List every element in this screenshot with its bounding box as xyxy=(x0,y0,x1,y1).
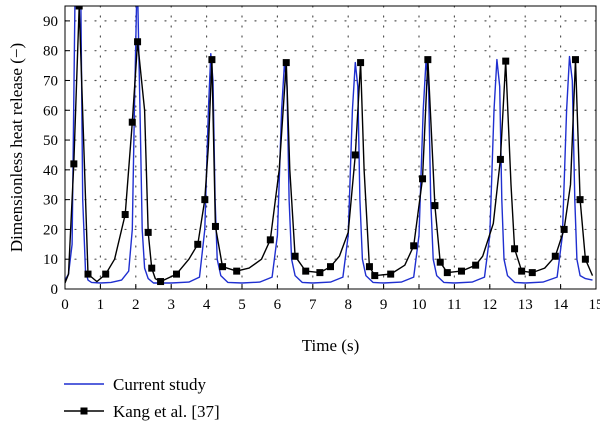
data-marker-kang xyxy=(496,155,504,163)
x-tick-label: 9 xyxy=(380,297,388,313)
data-marker-kang xyxy=(157,278,165,286)
x-tick-label: 10 xyxy=(412,297,427,313)
y-tick-label: 10 xyxy=(43,252,58,268)
legend-label-kang: Kang et al. [37] xyxy=(113,402,220,421)
x-tick-label: 5 xyxy=(238,297,246,313)
data-marker-kang xyxy=(436,258,444,266)
y-tick-label: 40 xyxy=(43,163,58,179)
x-tick-label: 14 xyxy=(553,297,569,313)
data-marker-kang xyxy=(472,261,480,269)
data-marker-kang xyxy=(576,196,584,204)
data-marker-kang xyxy=(457,267,465,275)
data-marker-kang xyxy=(211,222,219,230)
x-tick-label: 3 xyxy=(167,297,175,313)
y-tick-label: 30 xyxy=(43,193,58,209)
data-marker-kang xyxy=(102,270,110,278)
data-marker-kang xyxy=(84,270,92,278)
data-marker-kang xyxy=(148,264,156,272)
x-tick-label: 11 xyxy=(447,297,461,313)
data-marker-kang xyxy=(560,225,568,233)
data-marker-kang xyxy=(282,59,290,67)
data-marker-kang xyxy=(571,56,579,64)
series-clip-group xyxy=(65,6,594,286)
y-tick-label: 70 xyxy=(43,73,58,89)
data-marker-kang xyxy=(443,269,451,277)
x-tick-label: 1 xyxy=(97,297,105,313)
data-marker-kang xyxy=(371,272,379,280)
plot-frame xyxy=(64,5,597,290)
x-axis-label: Time (s) xyxy=(302,336,359,355)
data-marker-kang xyxy=(75,6,83,10)
data-marker-kang xyxy=(502,57,510,65)
data-marker-kang xyxy=(410,242,418,250)
data-marker-kang xyxy=(302,267,310,275)
x-tick-label: 2 xyxy=(132,297,140,313)
data-marker-kang xyxy=(419,175,427,183)
x-tick-label: 0 xyxy=(61,297,69,313)
x-tick-label: 4 xyxy=(203,297,211,313)
series-line-kang xyxy=(65,6,594,284)
y-tick-label: 60 xyxy=(43,103,58,119)
data-marker-kang xyxy=(431,202,439,210)
data-marker-kang xyxy=(327,263,334,271)
data-marker-kang xyxy=(173,270,181,278)
y-tick-label: 80 xyxy=(43,44,58,60)
data-marker-kang xyxy=(128,118,136,126)
data-marker-kang xyxy=(219,263,227,271)
y-tick-label: 50 xyxy=(43,133,58,149)
data-marker-kang xyxy=(233,267,241,275)
data-marker-kang xyxy=(121,211,129,219)
data-marker-kang xyxy=(70,160,78,168)
data-marker-kang xyxy=(387,270,395,278)
data-marker-kang xyxy=(194,240,202,248)
data-marker-kang xyxy=(357,59,365,67)
data-marker-kang xyxy=(208,56,216,64)
axis-ticks xyxy=(64,20,597,290)
data-marker-kang xyxy=(511,245,519,253)
data-marker-kang xyxy=(201,196,209,204)
data-marker-kang xyxy=(424,56,432,64)
y-axis-label: Dimensionless heat release (−) xyxy=(7,43,26,252)
series-line-current-study xyxy=(65,6,593,284)
x-tick-label: 15 xyxy=(589,297,600,313)
data-marker-kang xyxy=(134,38,142,46)
legend: Current study Kang et al. [37] xyxy=(64,375,220,421)
data-marker-kang xyxy=(291,252,299,260)
data-marker-kang xyxy=(518,267,526,275)
data-marker-kang xyxy=(581,255,589,263)
data-marker-kang xyxy=(351,151,359,159)
series-group xyxy=(65,6,594,286)
x-tick-label: 8 xyxy=(344,297,352,313)
y-tick-label: 20 xyxy=(43,222,58,238)
y-tick-label: 90 xyxy=(43,14,58,30)
y-tick-label: 0 xyxy=(51,282,59,298)
x-tick-label: 13 xyxy=(518,297,533,313)
x-tick-label: 12 xyxy=(482,297,497,313)
x-tick-label: 7 xyxy=(309,297,317,313)
data-marker-kang xyxy=(365,263,373,271)
legend-label-current-study: Current study xyxy=(113,375,207,394)
data-marker-kang xyxy=(266,236,274,244)
data-marker-kang xyxy=(528,269,536,277)
tick-labels: 0 1 2 3 4 5 6 7 8 9 10 11 12 13 14 15010203040506070809… xyxy=(43,14,600,313)
x-tick-label: 6 xyxy=(274,297,282,313)
data-marker-kang xyxy=(551,252,559,260)
data-marker-kang xyxy=(144,228,152,236)
legend-marker-kang xyxy=(80,407,88,415)
data-marker-kang xyxy=(316,269,324,277)
